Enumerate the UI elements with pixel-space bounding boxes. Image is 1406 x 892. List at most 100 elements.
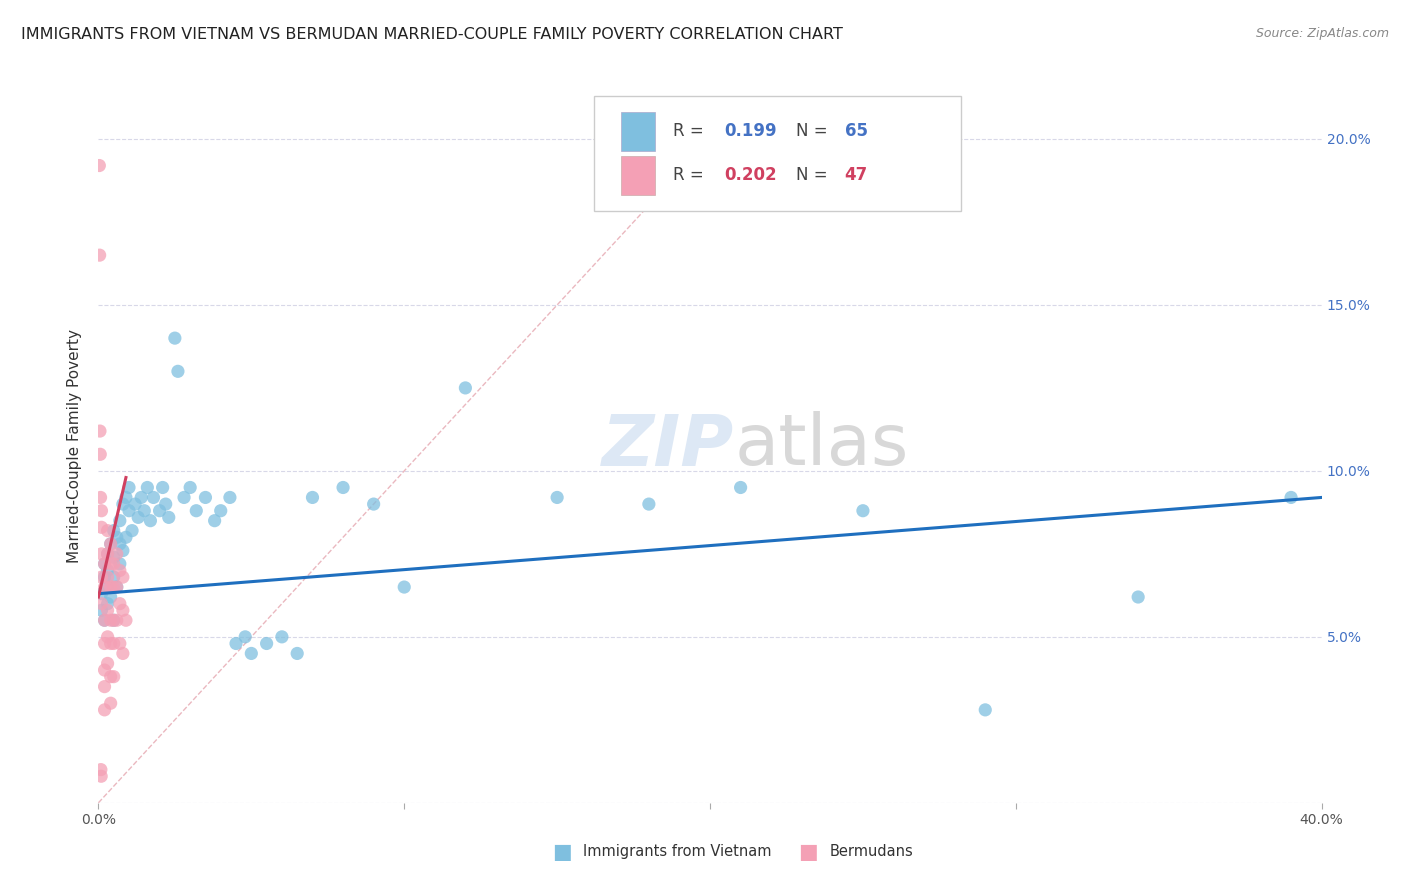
Point — [90, 769, 112, 783]
Point — [97, 657, 120, 671]
Point — [97, 630, 120, 644]
Point — [111, 603, 134, 617]
Text: Immigrants from Vietnam: Immigrants from Vietnam — [583, 845, 772, 859]
Y-axis label: Married-Couple Family Poverty: Married-Couple Family Poverty — [67, 329, 83, 563]
Point — [93, 557, 115, 571]
Point — [100, 557, 122, 571]
Point — [240, 647, 263, 661]
Point — [93, 557, 115, 571]
Point — [1279, 491, 1302, 505]
FancyBboxPatch shape — [593, 96, 960, 211]
Point — [115, 530, 138, 544]
Point — [124, 497, 146, 511]
Bar — [620, 112, 655, 151]
Point — [285, 647, 308, 661]
Text: 47: 47 — [845, 167, 868, 185]
Point — [100, 580, 122, 594]
Text: 65: 65 — [845, 122, 868, 140]
Point — [332, 481, 354, 495]
Point — [103, 670, 125, 684]
Point — [105, 580, 128, 594]
Point — [103, 613, 125, 627]
Point — [103, 557, 125, 571]
Point — [97, 547, 120, 561]
Text: Source: ZipAtlas.com: Source: ZipAtlas.com — [1256, 27, 1389, 40]
Point — [100, 636, 122, 650]
Point — [93, 580, 115, 594]
Point — [90, 763, 112, 777]
Text: ■: ■ — [553, 842, 572, 862]
Text: atlas: atlas — [734, 411, 908, 481]
Point — [157, 510, 180, 524]
Point — [89, 447, 111, 461]
Point — [100, 590, 122, 604]
Point — [90, 597, 112, 611]
Point — [97, 524, 120, 538]
Point — [115, 491, 138, 505]
Point — [97, 603, 120, 617]
Point — [93, 613, 115, 627]
Point — [90, 587, 112, 601]
Point — [90, 491, 112, 505]
Point — [100, 613, 122, 627]
Point — [129, 491, 152, 505]
Point — [115, 613, 138, 627]
Point — [103, 550, 125, 565]
Point — [186, 504, 208, 518]
Point — [152, 481, 174, 495]
Text: N =: N = — [796, 122, 832, 140]
Point — [139, 514, 162, 528]
Bar — [620, 156, 655, 195]
Point — [108, 636, 131, 650]
Text: ZIP: ZIP — [602, 411, 734, 481]
Point — [108, 557, 131, 571]
Point — [111, 570, 134, 584]
Point — [108, 564, 131, 578]
Point — [392, 580, 416, 594]
Point — [100, 537, 122, 551]
Point — [127, 510, 149, 524]
Point — [142, 491, 165, 505]
Point — [93, 613, 115, 627]
Point — [225, 636, 247, 650]
Point — [219, 491, 242, 505]
Text: R =: R = — [673, 167, 710, 185]
Text: IMMIGRANTS FROM VIETNAM VS BERMUDAN MARRIED-COUPLE FAMILY POVERTY CORRELATION CH: IMMIGRANTS FROM VIETNAM VS BERMUDAN MARR… — [21, 27, 844, 42]
Text: N =: N = — [796, 167, 832, 185]
Text: Bermudans: Bermudans — [830, 845, 914, 859]
Point — [121, 524, 143, 538]
Point — [118, 504, 141, 518]
Point — [167, 364, 190, 378]
Point — [90, 570, 112, 584]
Point — [209, 504, 232, 518]
Point — [93, 570, 115, 584]
Point — [90, 603, 112, 617]
Point — [730, 481, 752, 495]
Point — [97, 547, 120, 561]
Point — [546, 491, 568, 505]
Text: 0.199: 0.199 — [724, 122, 778, 140]
Point — [134, 504, 156, 518]
Point — [93, 680, 115, 694]
Point — [118, 481, 141, 495]
Text: 0.202: 0.202 — [724, 167, 778, 185]
Point — [103, 580, 125, 594]
Point — [97, 570, 120, 584]
Point — [89, 248, 111, 262]
Point — [155, 497, 177, 511]
Point — [173, 491, 195, 505]
Point — [105, 613, 128, 627]
Point — [108, 597, 131, 611]
Point — [90, 520, 112, 534]
Text: R =: R = — [673, 122, 710, 140]
Point — [105, 547, 128, 561]
Point — [637, 497, 661, 511]
Point — [111, 497, 134, 511]
Text: ■: ■ — [799, 842, 818, 862]
Point — [93, 663, 115, 677]
Point — [100, 696, 122, 710]
Point — [256, 636, 278, 650]
Point — [136, 481, 159, 495]
Point — [103, 570, 125, 584]
Point — [100, 537, 122, 551]
